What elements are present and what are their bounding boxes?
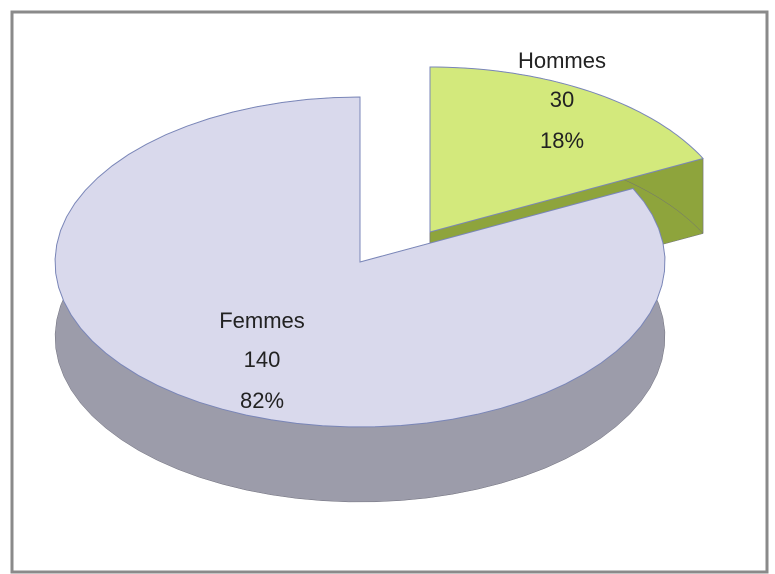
slice <box>429 66 704 233</box>
slice-label: Femmes <box>219 308 305 333</box>
slice-value: 140 <box>244 347 281 372</box>
slice-value: 30 <box>550 87 574 112</box>
slice-percent: 82% <box>240 388 284 413</box>
slice-percent: 18% <box>540 128 584 153</box>
slice-label: Hommes <box>518 48 606 73</box>
slice <box>54 96 666 428</box>
